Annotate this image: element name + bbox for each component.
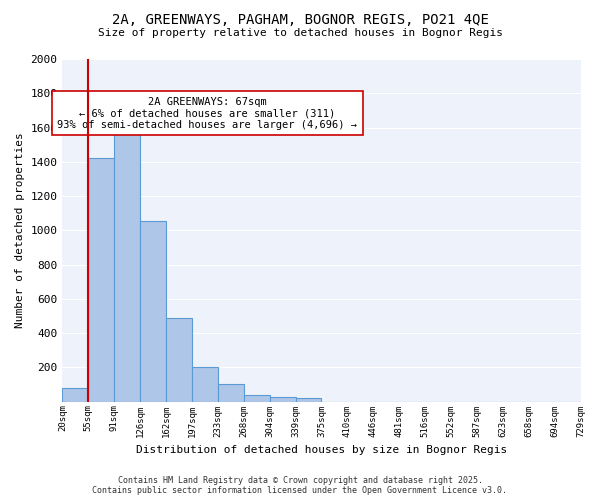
Bar: [192, 366, 218, 402]
X-axis label: Distribution of detached houses by size in Bognor Regis: Distribution of detached houses by size …: [136, 445, 507, 455]
Bar: [88, 158, 114, 402]
Text: Contains HM Land Registry data © Crown copyright and database right 2025.
Contai: Contains HM Land Registry data © Crown c…: [92, 476, 508, 495]
Text: Size of property relative to detached houses in Bognor Regis: Size of property relative to detached ho…: [97, 28, 503, 38]
Bar: [269, 397, 296, 402]
Bar: [114, 126, 140, 402]
Text: 2A GREENWAYS: 67sqm
← 6% of detached houses are smaller (311)
93% of semi-detach: 2A GREENWAYS: 67sqm ← 6% of detached hou…: [58, 96, 358, 130]
Bar: [244, 395, 269, 402]
Bar: [140, 221, 166, 402]
Y-axis label: Number of detached properties: Number of detached properties: [15, 132, 25, 328]
Bar: [218, 384, 244, 402]
Bar: [166, 318, 192, 402]
Bar: [62, 388, 88, 402]
Bar: [296, 398, 322, 402]
Text: 2A, GREENWAYS, PAGHAM, BOGNOR REGIS, PO21 4QE: 2A, GREENWAYS, PAGHAM, BOGNOR REGIS, PO2…: [112, 12, 488, 26]
